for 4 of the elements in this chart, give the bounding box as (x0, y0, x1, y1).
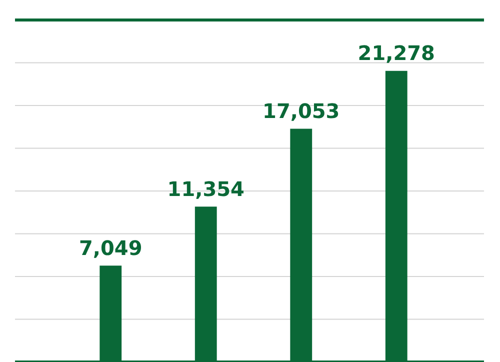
data-label: 7,049 (78, 236, 142, 260)
data-label: 17,053 (262, 98, 340, 123)
data-label: 11,354 (167, 176, 244, 201)
data-label: 21,278 (358, 41, 435, 66)
